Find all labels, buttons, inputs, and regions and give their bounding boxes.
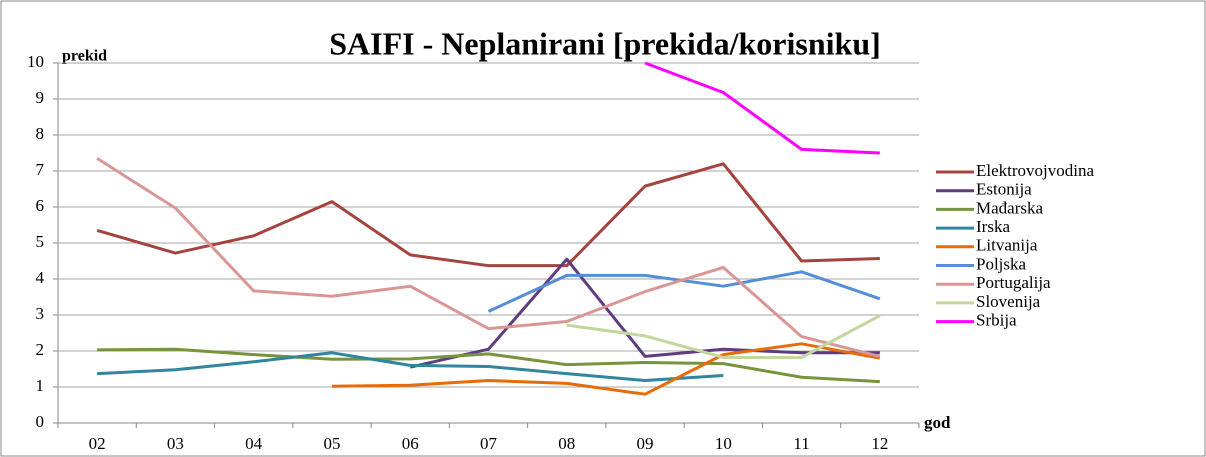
y-tick-label: 7 <box>36 160 45 179</box>
y-tick-label: 3 <box>36 304 45 323</box>
x-tick-label: 08 <box>558 434 575 453</box>
legend-label: Poljska <box>976 254 1027 273</box>
legend-label: Portugalija <box>976 273 1051 292</box>
series-line <box>96 157 881 358</box>
legend-label: Srbija <box>976 311 1017 330</box>
legend-label: Irska <box>976 217 1010 236</box>
x-tick-label: 04 <box>245 434 263 453</box>
x-tick-label: 02 <box>89 434 106 453</box>
legend-label: Elektrovojvodina <box>976 161 1094 180</box>
legend-label: Slovenija <box>976 292 1041 311</box>
chart-title: SAIFI - Neplanirani [prekida/korisniku] <box>329 25 881 61</box>
series-line <box>97 351 724 383</box>
x-tick-label: 12 <box>871 434 888 453</box>
legend-label: Estonija <box>976 180 1032 199</box>
x-tick-label: 11 <box>793 434 809 453</box>
x-tick-label: 07 <box>480 434 498 453</box>
y-tick-label: 9 <box>36 88 45 107</box>
y-tick-label: 10 <box>27 52 44 71</box>
y-tick-label: 2 <box>36 340 45 359</box>
series-line <box>566 314 881 359</box>
y-tick-label: 6 <box>36 196 45 215</box>
y-tick-label: 0 <box>36 412 45 431</box>
x-tick-label: 10 <box>715 434 732 453</box>
legend-label: Litvanija <box>976 236 1038 255</box>
x-tick-label: 06 <box>402 434 419 453</box>
y-tick-label: 8 <box>36 124 45 143</box>
series-line <box>644 61 880 155</box>
x-tick-label: 05 <box>323 434 340 453</box>
x-axis-label: god <box>924 413 951 432</box>
y-tick-label: 1 <box>36 376 45 395</box>
series-line <box>409 257 880 369</box>
series-line <box>96 162 880 268</box>
y-tick-label: 5 <box>36 232 45 251</box>
y-axis-label: prekid <box>62 48 107 65</box>
series-line <box>97 347 880 384</box>
legend-label: Mađarska <box>976 198 1043 217</box>
x-tick-label: 09 <box>637 434 654 453</box>
x-tick-label: 03 <box>167 434 184 453</box>
series-line <box>331 342 881 396</box>
y-tick-label: 4 <box>36 268 45 287</box>
